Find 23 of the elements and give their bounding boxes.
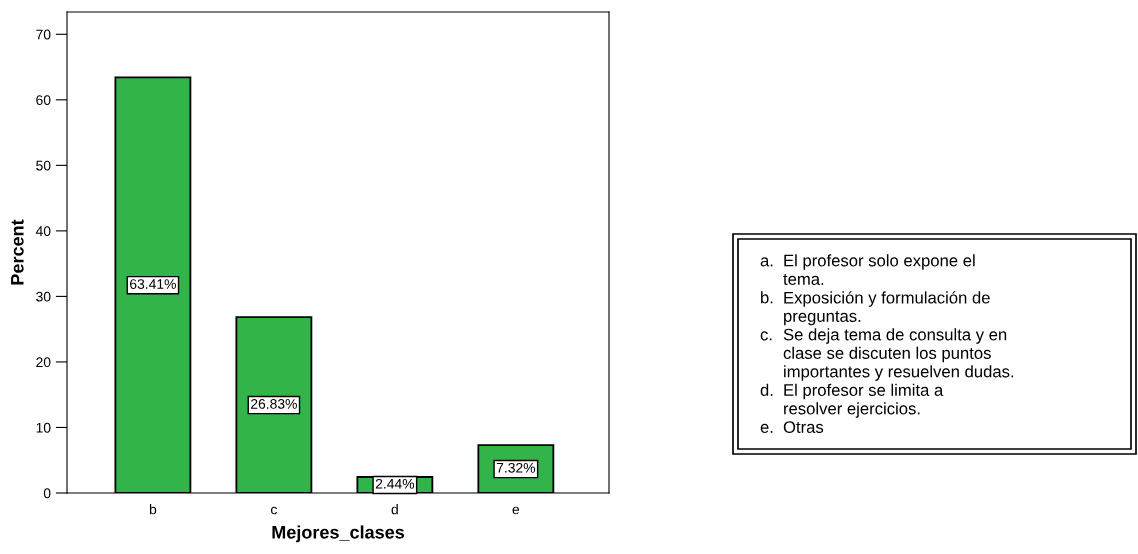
text: a. El profesor solo expone el tema.: [760, 254, 975, 285]
x-tick-label: b: [149, 504, 157, 515]
y-axis-title: Percent: [11, 219, 24, 285]
x-axis-title: Mejores_clases: [272, 525, 405, 543]
x-tick-label: d: [391, 504, 398, 515]
data-label: 63.41%: [130, 279, 176, 289]
x-tick-label: c: [271, 506, 277, 515]
y-tick-label: 60: [36, 95, 51, 105]
y-tick-label: 0: [43, 488, 51, 499]
y-tick-label: 70: [36, 29, 51, 40]
y-tick-label: 10: [36, 422, 51, 433]
x-tick-label: e: [512, 506, 520, 515]
text: e. Otras: [760, 421, 824, 433]
y-tick-label: 30: [36, 291, 51, 302]
data-label: 26.83%: [251, 398, 297, 409]
y-tick-label: 20: [36, 357, 51, 368]
text: b. Exposición y formulación de preguntas.: [761, 291, 990, 326]
y-tick-label: 40: [35, 226, 51, 237]
text: d. El profesor se limita a resolver ejercicios.: [760, 383, 944, 418]
y-tick-label: 50: [36, 160, 51, 171]
text: c. Se deja tema de consulta y en clase se discuten los puntos importantes y resuelven dudas.: [760, 328, 1014, 381]
data-label: 2.44%: [375, 478, 415, 489]
data-label: 7.32%: [496, 462, 536, 473]
